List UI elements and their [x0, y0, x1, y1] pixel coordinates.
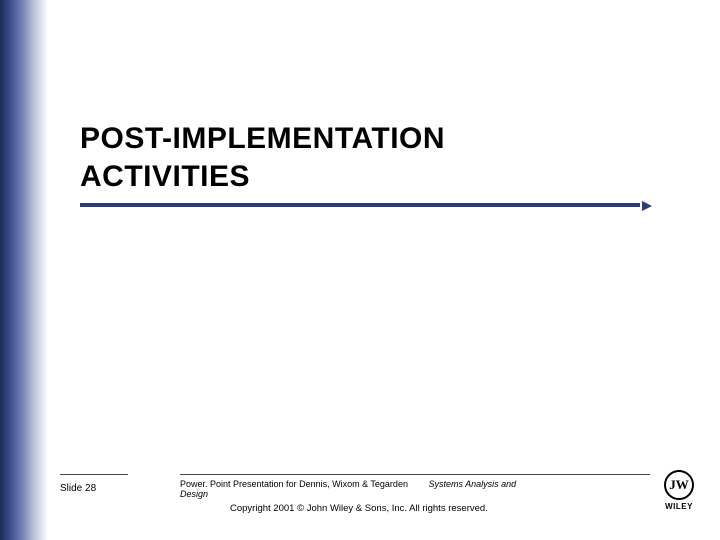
footer-copyright: Copyright 2001 © John Wiley & Sons, Inc.… [230, 503, 700, 514]
title-underline [80, 201, 660, 211]
footer-line-left [60, 474, 128, 475]
slide-number: Slide 28 [60, 479, 180, 494]
footer-divider [60, 474, 700, 475]
footer-book-title: Systems Analysis and [428, 479, 516, 489]
slide-title: POST-IMPLEMENTATION ACTIVITIES [80, 120, 660, 195]
footer-line-right [180, 474, 650, 475]
underline-arrow-icon [642, 201, 652, 211]
publisher-logo: JW WILEY [656, 470, 702, 518]
title-line-2: ACTIVITIES [80, 160, 250, 193]
underline-bar [80, 203, 640, 207]
footer: Slide 28 Power. Point Presentation for D… [60, 474, 700, 514]
footer-row: Slide 28 Power. Point Presentation for D… [60, 479, 700, 499]
wiley-mark-icon: JW [664, 470, 694, 500]
footer-presentation-for: Power. Point Presentation for Dennis, Wi… [180, 479, 408, 489]
title-line-1: POST-IMPLEMENTATION [80, 122, 445, 155]
footer-credits: Power. Point Presentation for Dennis, Wi… [180, 479, 700, 499]
footer-book-title-2: Design [180, 489, 700, 499]
wiley-name: WILEY [665, 502, 693, 511]
title-block: POST-IMPLEMENTATION ACTIVITIES [80, 120, 660, 211]
left-gradient-bar [0, 0, 48, 540]
slide: POST-IMPLEMENTATION ACTIVITIES Slide 28 … [0, 0, 720, 540]
